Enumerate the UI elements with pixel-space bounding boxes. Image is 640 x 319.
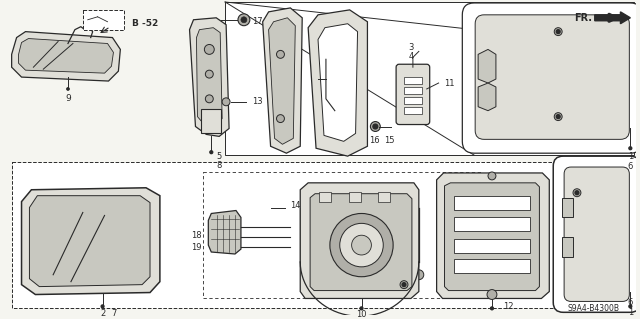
- Circle shape: [360, 307, 363, 310]
- Circle shape: [330, 213, 393, 277]
- Circle shape: [402, 283, 406, 286]
- Circle shape: [371, 122, 380, 131]
- Circle shape: [205, 95, 213, 103]
- Text: 4: 4: [408, 52, 413, 61]
- Bar: [378, 192, 390, 202]
- Circle shape: [556, 115, 560, 119]
- Circle shape: [490, 307, 493, 310]
- Circle shape: [204, 44, 214, 54]
- Bar: [454, 239, 529, 253]
- Circle shape: [210, 151, 212, 154]
- Text: 19: 19: [191, 242, 202, 252]
- Circle shape: [205, 70, 213, 78]
- Text: 7: 7: [112, 309, 117, 318]
- Circle shape: [488, 172, 496, 180]
- Circle shape: [101, 305, 104, 308]
- Text: 9: 9: [65, 94, 71, 103]
- Polygon shape: [318, 24, 358, 141]
- Polygon shape: [209, 211, 241, 254]
- Text: 14: 14: [291, 201, 301, 210]
- Text: 5: 5: [216, 152, 222, 161]
- Bar: [404, 97, 422, 104]
- FancyBboxPatch shape: [462, 3, 640, 153]
- Text: 15: 15: [384, 136, 394, 145]
- Text: 8: 8: [216, 160, 222, 169]
- Text: B -52: B -52: [132, 19, 159, 28]
- Ellipse shape: [248, 199, 269, 216]
- Polygon shape: [29, 196, 150, 286]
- Bar: [12, 162, 565, 308]
- Text: 6: 6: [628, 161, 633, 171]
- FancyArrow shape: [595, 12, 630, 24]
- Circle shape: [340, 223, 383, 267]
- Circle shape: [629, 147, 632, 150]
- Bar: [454, 196, 529, 210]
- Circle shape: [554, 113, 562, 121]
- Polygon shape: [189, 18, 229, 137]
- Circle shape: [575, 191, 579, 195]
- Polygon shape: [262, 8, 302, 153]
- Polygon shape: [308, 10, 367, 156]
- Bar: [202, 109, 221, 133]
- Circle shape: [351, 235, 371, 255]
- Bar: [454, 218, 529, 231]
- Polygon shape: [269, 18, 295, 144]
- Circle shape: [238, 14, 250, 26]
- FancyBboxPatch shape: [396, 64, 429, 124]
- Circle shape: [222, 98, 230, 106]
- Circle shape: [554, 28, 562, 36]
- Text: 3: 3: [408, 43, 413, 52]
- Text: FR.: FR.: [574, 13, 592, 23]
- Bar: [404, 107, 422, 114]
- Polygon shape: [478, 49, 496, 83]
- Ellipse shape: [252, 203, 266, 212]
- Text: 11: 11: [445, 78, 455, 87]
- Polygon shape: [225, 2, 634, 155]
- Text: S9A4-B4300B: S9A4-B4300B: [567, 304, 619, 313]
- Text: 1: 1: [628, 308, 633, 317]
- Bar: [204, 172, 480, 299]
- FancyBboxPatch shape: [564, 167, 629, 301]
- Text: 6: 6: [628, 298, 633, 307]
- Circle shape: [487, 290, 497, 300]
- Circle shape: [629, 305, 632, 308]
- Circle shape: [400, 281, 408, 289]
- Text: 2: 2: [100, 309, 105, 318]
- Circle shape: [241, 17, 247, 23]
- Text: 10: 10: [356, 310, 367, 319]
- Polygon shape: [445, 183, 540, 291]
- FancyBboxPatch shape: [553, 156, 640, 312]
- Polygon shape: [562, 237, 573, 257]
- Bar: [83, 10, 124, 30]
- Circle shape: [276, 50, 284, 58]
- Circle shape: [276, 115, 284, 122]
- Circle shape: [414, 270, 424, 280]
- Bar: [319, 192, 331, 202]
- Bar: [349, 192, 360, 202]
- Text: 13: 13: [252, 97, 262, 106]
- Text: 17: 17: [252, 17, 262, 26]
- Text: 16: 16: [369, 136, 380, 145]
- Circle shape: [373, 124, 378, 129]
- Polygon shape: [22, 188, 160, 294]
- Polygon shape: [300, 183, 419, 299]
- Bar: [454, 259, 529, 273]
- Circle shape: [556, 30, 560, 33]
- Text: 12: 12: [503, 302, 513, 311]
- Polygon shape: [196, 28, 222, 124]
- Text: 18: 18: [191, 231, 202, 240]
- Polygon shape: [562, 198, 573, 218]
- Polygon shape: [478, 83, 496, 111]
- Polygon shape: [12, 32, 120, 81]
- Ellipse shape: [326, 106, 354, 128]
- Polygon shape: [310, 194, 412, 291]
- Bar: [404, 87, 422, 94]
- Circle shape: [67, 87, 70, 90]
- Polygon shape: [19, 39, 113, 73]
- Polygon shape: [436, 173, 549, 299]
- Text: 1: 1: [628, 152, 633, 161]
- Circle shape: [573, 189, 581, 197]
- FancyBboxPatch shape: [475, 15, 629, 139]
- Bar: [404, 77, 422, 84]
